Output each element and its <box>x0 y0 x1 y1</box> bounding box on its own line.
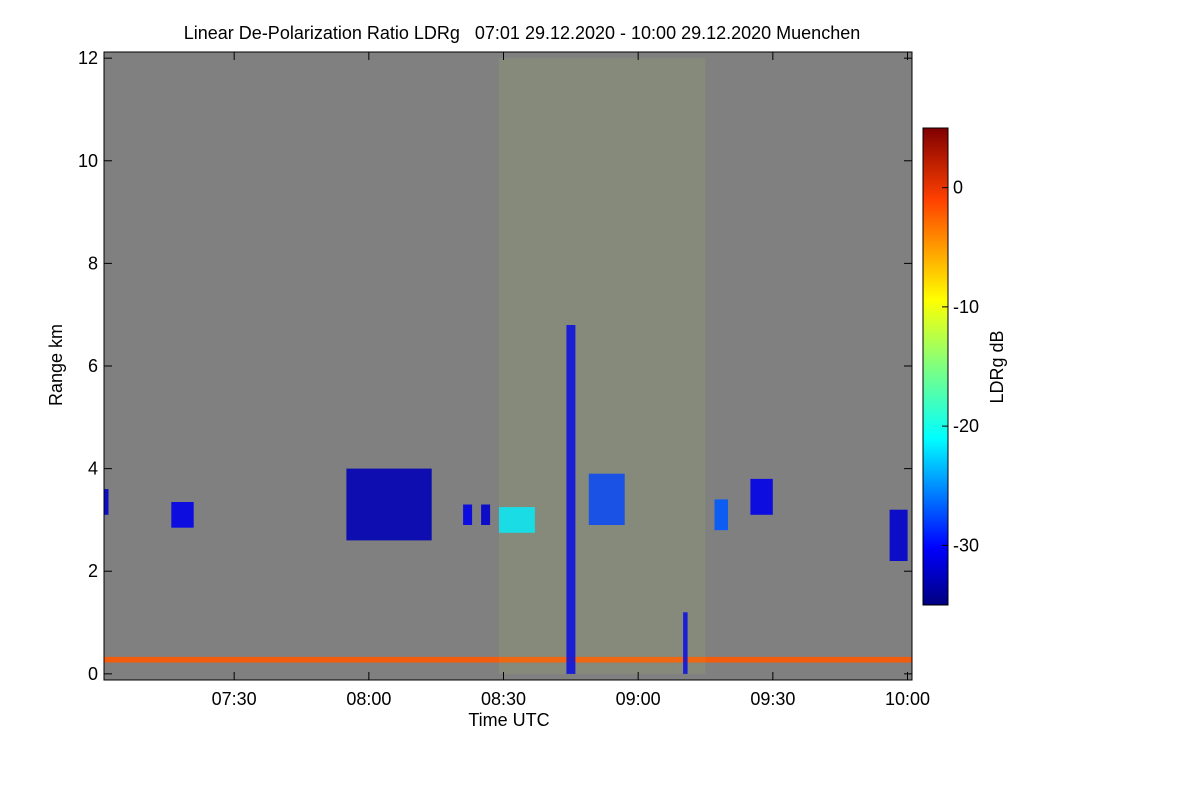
feature-cloud-layer-0705 <box>104 489 109 515</box>
feature-cloud-layer-0840 <box>499 507 535 533</box>
colorbar <box>922 127 949 606</box>
feature-fall-streak-0852 <box>566 325 576 674</box>
colorbar-tick-label: -10 <box>953 297 979 317</box>
heatmap-features <box>104 58 912 674</box>
feature-virga-0900 <box>588 473 625 525</box>
colorbar-tick-label: -30 <box>953 535 979 555</box>
colorbar-ticks: 0 -10 -20 -30 <box>942 178 979 555</box>
plot-background <box>104 52 912 680</box>
colorbar-tick-label: -20 <box>953 416 979 436</box>
y-tick-label: 8 <box>88 253 98 273</box>
y-axis: 0 2 4 6 8 10 12 <box>78 48 912 684</box>
feature-cloud-layer-0921 <box>714 499 728 531</box>
y-tick-label: 6 <box>88 356 98 376</box>
x-tick-label: 09:00 <box>616 689 661 709</box>
x-tick-label: 10:00 <box>885 689 930 709</box>
x-tick-label: 07:30 <box>212 689 257 709</box>
feature-ground-clutter-band <box>104 656 912 663</box>
x-tick-label: 08:30 <box>481 689 526 709</box>
feature-cloud-layer-0830 <box>481 504 491 525</box>
y-axis-label: Range km <box>46 324 66 406</box>
y-tick-label: 0 <box>88 664 98 684</box>
y-tick-label: 2 <box>88 561 98 581</box>
feature-cloud-layer-0800 <box>346 468 432 541</box>
feature-cloud-layer-0718 <box>171 502 194 528</box>
x-tick-label: 08:00 <box>346 689 391 709</box>
colorbar-label: LDRg dB <box>987 330 1007 403</box>
feature-cloud-layer-0930 <box>750 478 773 515</box>
colorbar-tick-label: 0 <box>953 178 963 198</box>
feature-sparse-noise-region <box>499 58 706 674</box>
y-tick-label: 10 <box>78 151 98 171</box>
feature-fall-streak-0915 <box>683 612 688 674</box>
y-tick-label: 4 <box>88 459 98 479</box>
x-tick-label: 09:30 <box>750 689 795 709</box>
x-axis: 07:30 08:00 08:30 09:00 09:30 10:00 <box>212 52 930 709</box>
x-axis-label: Time UTC <box>468 710 549 730</box>
chart-title: Linear De-Polarization Ratio LDRg 07:01 … <box>184 23 860 43</box>
feature-cloud-layer-0825 <box>463 504 473 525</box>
feature-cloud-layer-0958 <box>889 509 908 561</box>
y-tick-label: 12 <box>78 48 98 68</box>
